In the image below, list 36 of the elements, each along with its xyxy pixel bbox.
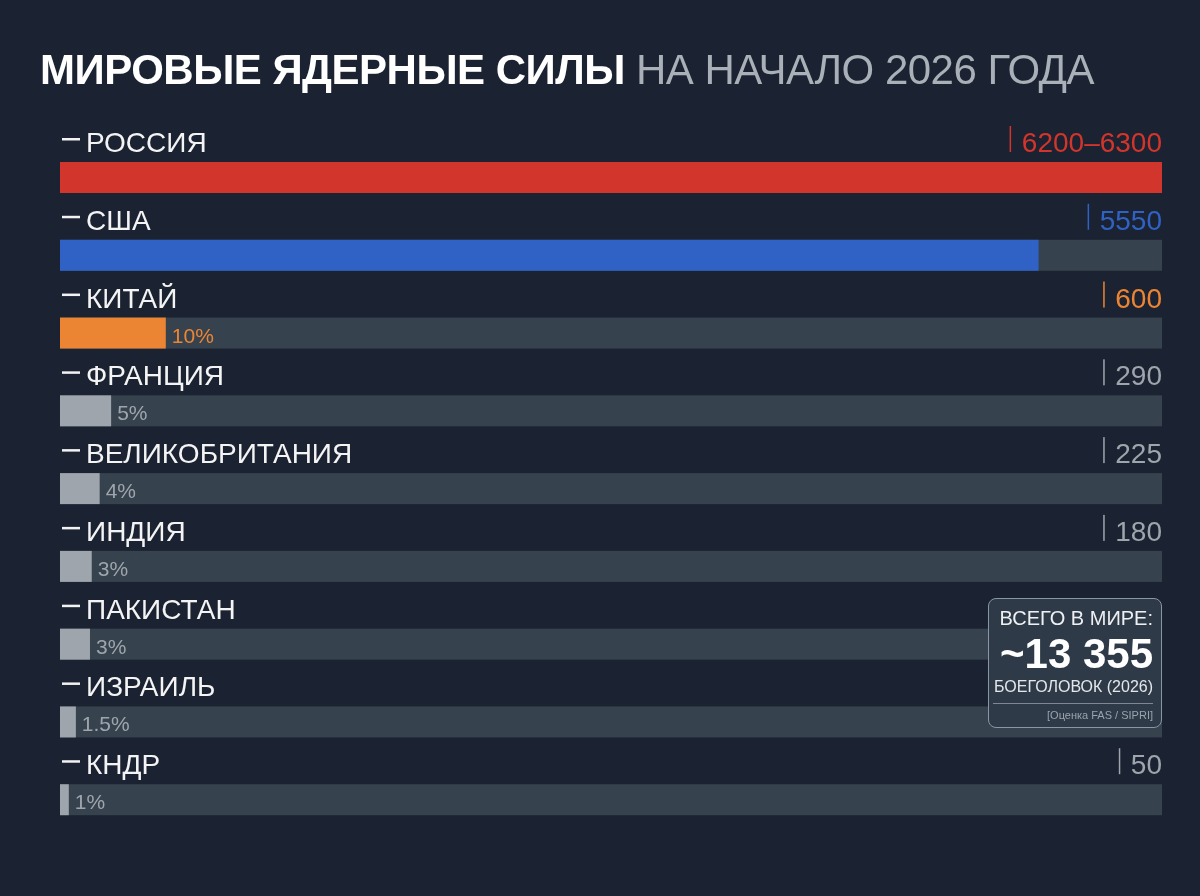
data-label: 225 — [1115, 438, 1162, 470]
bar — [60, 550, 92, 582]
data-label: 180 — [1115, 515, 1162, 547]
y-tick-label: ВЕЛИКОБРИТАНИЯ — [86, 438, 353, 470]
data-label: 600 — [1115, 282, 1162, 314]
y-tick-label: РОССИЯ — [86, 127, 207, 158]
annotation: БОЕГОЛОВОК (2026) — [993, 678, 1153, 697]
bar — [60, 395, 112, 427]
annotation: ВСЕГО В МИРЕ: — [998, 607, 1153, 630]
annotation: [Оценка FAS / SIPRI] — [993, 702, 1153, 722]
data-label: 5550 — [1099, 204, 1162, 236]
annotation: ~13 355 — [999, 630, 1153, 679]
annotation: 4% — [105, 479, 137, 503]
annotation: 5% — [117, 401, 148, 425]
bar — [60, 784, 69, 816]
annotation: 3% — [97, 556, 129, 580]
bar — [60, 473, 100, 505]
bar — [60, 628, 90, 660]
y-tick-label: КНДР — [86, 749, 161, 781]
bar — [60, 317, 166, 349]
bar — [60, 706, 76, 738]
chart-title: МИРОВЫЕ ЯДЕРНЫЕ СИЛЫ — [40, 46, 625, 93]
y-tick-label: США — [86, 204, 151, 236]
chart-subtitle: НА НАЧАЛО 2026 ГОДА — [634, 46, 1095, 93]
y-tick-label: ИНДИЯ — [86, 515, 186, 547]
y-tick-label: ФРАНЦИЯ — [86, 360, 225, 392]
data-label: 50 — [1130, 749, 1162, 781]
data-label: 290 — [1115, 360, 1162, 392]
annotation: 10% — [171, 323, 214, 347]
y-tick-label: ИЗРАИЛЬ — [86, 671, 216, 703]
data-label: 6200–6300 — [1021, 127, 1162, 158]
annotation: 3% — [95, 634, 127, 658]
y-tick-label: КИТАЙ — [86, 282, 178, 314]
annotation: 1.5% — [81, 712, 130, 736]
annotation: 1% — [74, 790, 106, 814]
y-tick-label: ПАКИСТАН — [86, 593, 236, 625]
